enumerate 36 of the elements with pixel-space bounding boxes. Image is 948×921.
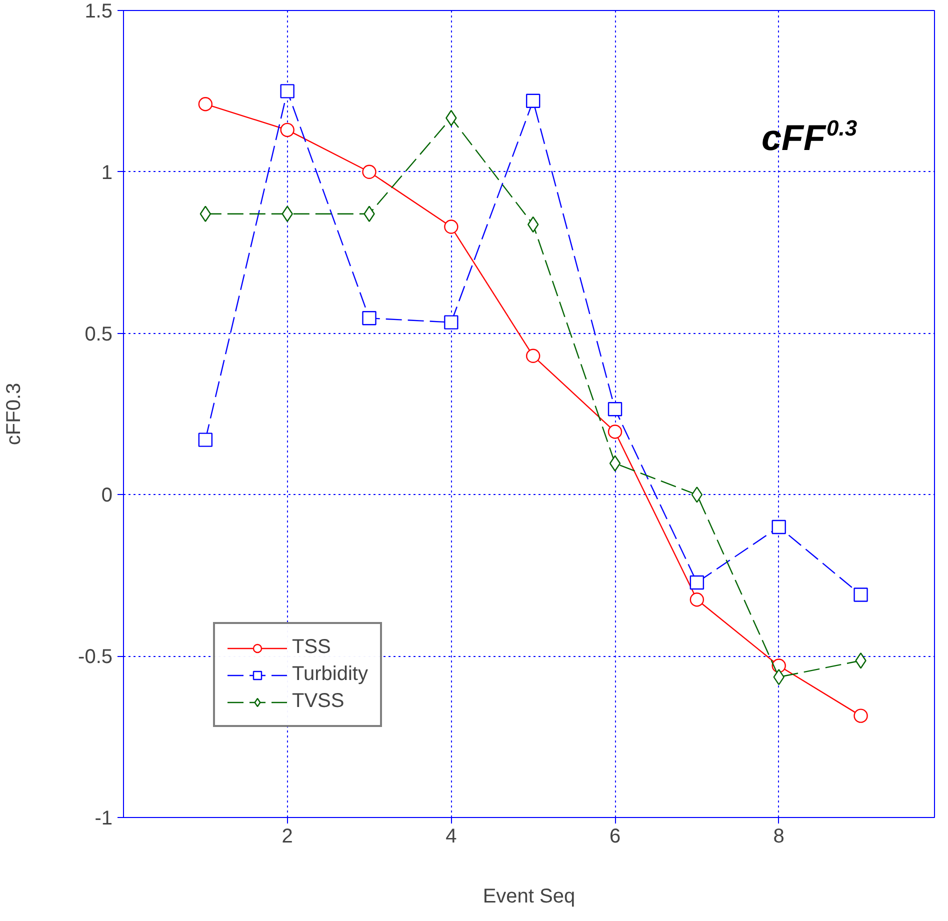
x-tick-label: 4 xyxy=(446,826,457,848)
point xyxy=(608,402,622,416)
point xyxy=(280,122,294,138)
point xyxy=(527,216,539,233)
point xyxy=(444,220,458,234)
y-tick-label: -0.5 xyxy=(78,646,113,668)
point xyxy=(854,708,868,723)
point xyxy=(198,97,213,112)
legend-label: TVSS xyxy=(292,690,344,713)
point xyxy=(609,455,621,472)
point xyxy=(690,575,704,590)
point xyxy=(608,424,622,439)
point xyxy=(200,206,212,222)
x-tick-label: 2 xyxy=(282,826,293,848)
point xyxy=(526,348,540,363)
legend-label: Turbidity xyxy=(292,663,368,686)
point xyxy=(362,164,376,179)
point xyxy=(772,520,786,534)
y-axis-title: cFF0.3 xyxy=(3,382,26,446)
point xyxy=(854,588,868,602)
x-axis-title: Event Seq xyxy=(482,886,576,908)
point xyxy=(526,94,540,108)
point xyxy=(444,315,458,330)
y-tick-label: 0 xyxy=(101,484,112,507)
legend-label: TSS xyxy=(292,636,331,659)
point xyxy=(690,592,704,607)
point xyxy=(691,486,703,503)
point xyxy=(198,432,213,447)
point xyxy=(280,84,294,98)
y-tick-label: 1 xyxy=(101,162,112,184)
point xyxy=(362,311,376,326)
y-tick-label: -1 xyxy=(94,808,113,830)
y-tick-label: 0.5 xyxy=(84,323,113,346)
x-tick-label: 6 xyxy=(609,826,621,848)
y-tick-label: 1.5 xyxy=(84,0,113,22)
x-tick-label: 8 xyxy=(773,826,784,848)
